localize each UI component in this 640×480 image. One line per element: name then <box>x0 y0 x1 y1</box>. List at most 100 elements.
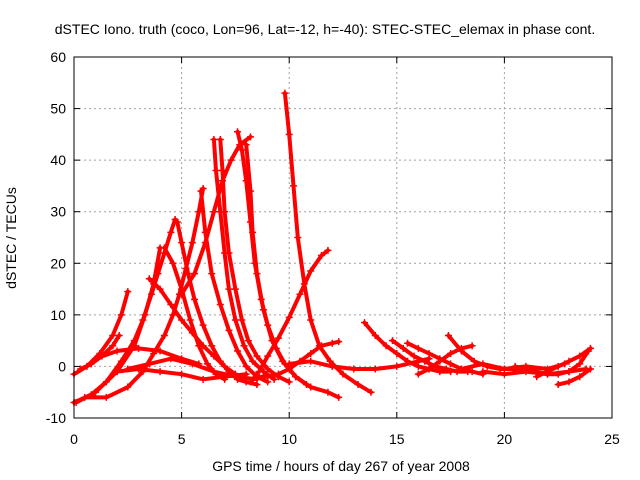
data-point <box>307 267 315 275</box>
data-point <box>167 301 175 309</box>
series-16 <box>246 246 332 386</box>
series-line <box>287 356 432 371</box>
data-point <box>234 128 242 136</box>
data-point <box>109 331 117 339</box>
data-point <box>425 365 433 373</box>
data-point <box>249 228 257 236</box>
data-point <box>285 130 293 138</box>
data-point <box>141 311 149 319</box>
data-point <box>221 208 229 216</box>
x-tick-label: 5 <box>178 431 186 447</box>
data-point <box>210 368 218 376</box>
series-line <box>211 137 277 382</box>
data-point <box>208 342 216 350</box>
data-point <box>124 365 132 373</box>
data-point <box>253 375 261 383</box>
data-point <box>444 331 452 339</box>
data-point <box>279 357 287 365</box>
data-point <box>479 368 487 376</box>
data-point <box>113 347 121 355</box>
series-30 <box>554 365 594 388</box>
data-point <box>335 338 343 346</box>
data-point <box>388 337 396 345</box>
data-point <box>414 370 422 378</box>
data-point <box>421 357 429 365</box>
series-line <box>282 91 373 395</box>
data-point <box>317 252 325 260</box>
data-point <box>393 362 401 370</box>
data-point <box>156 368 164 376</box>
series-12 <box>216 136 293 386</box>
series-line <box>93 346 201 366</box>
data-point <box>335 393 343 401</box>
data-point <box>238 146 246 154</box>
data-point <box>191 295 199 303</box>
data-point <box>225 326 233 334</box>
data-point <box>404 339 412 347</box>
data-point <box>317 342 325 350</box>
data-point <box>554 380 562 388</box>
x-tick-label: 20 <box>497 431 513 447</box>
data-point <box>414 362 422 370</box>
data-point <box>264 352 272 360</box>
x-tick-label: 10 <box>281 431 297 447</box>
data-point <box>167 228 175 236</box>
x-tick-label: 25 <box>604 431 620 447</box>
data-point <box>307 350 315 358</box>
data-point <box>188 239 196 247</box>
data-point <box>268 337 276 345</box>
data-point <box>201 228 209 236</box>
data-point <box>184 270 192 278</box>
y-tick-label: 0 <box>58 358 66 374</box>
data-point <box>326 357 334 365</box>
data-point <box>240 342 248 350</box>
data-point <box>586 365 594 373</box>
data-point <box>173 218 181 226</box>
data-point <box>522 365 530 373</box>
data-point <box>199 375 207 383</box>
data-point <box>457 347 465 355</box>
data-point <box>188 360 196 368</box>
data-point <box>145 275 153 283</box>
data-point <box>576 352 584 360</box>
series-31 <box>511 347 592 378</box>
data-point <box>274 370 282 378</box>
data-point <box>255 368 263 376</box>
data-point <box>253 352 261 360</box>
data-point <box>565 368 573 376</box>
data-point <box>264 365 272 373</box>
x-tick-label: 0 <box>70 431 78 447</box>
data-point <box>307 357 315 365</box>
data-point <box>124 288 132 296</box>
data-point <box>328 339 336 347</box>
series-24 <box>404 339 487 378</box>
data-point <box>511 362 519 370</box>
data-point <box>87 360 95 368</box>
data-point <box>354 380 362 388</box>
data-point <box>382 342 390 350</box>
data-point <box>584 347 592 355</box>
data-point <box>216 301 224 309</box>
data-point <box>468 368 476 376</box>
data-point <box>169 259 177 267</box>
data-point <box>160 244 168 252</box>
data-point <box>244 337 252 345</box>
data-point <box>178 290 186 298</box>
data-point <box>565 378 573 386</box>
data-point <box>436 357 444 365</box>
data-point <box>178 316 186 324</box>
data-point <box>216 136 224 144</box>
data-point <box>238 316 246 324</box>
data-point <box>361 319 369 327</box>
data-point <box>274 334 282 342</box>
data-point <box>197 187 205 195</box>
data-point <box>447 350 455 358</box>
data-point <box>576 373 584 381</box>
data-point <box>218 166 226 174</box>
data-point <box>457 365 465 373</box>
series-line <box>82 186 206 400</box>
data-point <box>124 383 132 391</box>
data-point <box>212 166 220 174</box>
data-point <box>231 285 239 293</box>
